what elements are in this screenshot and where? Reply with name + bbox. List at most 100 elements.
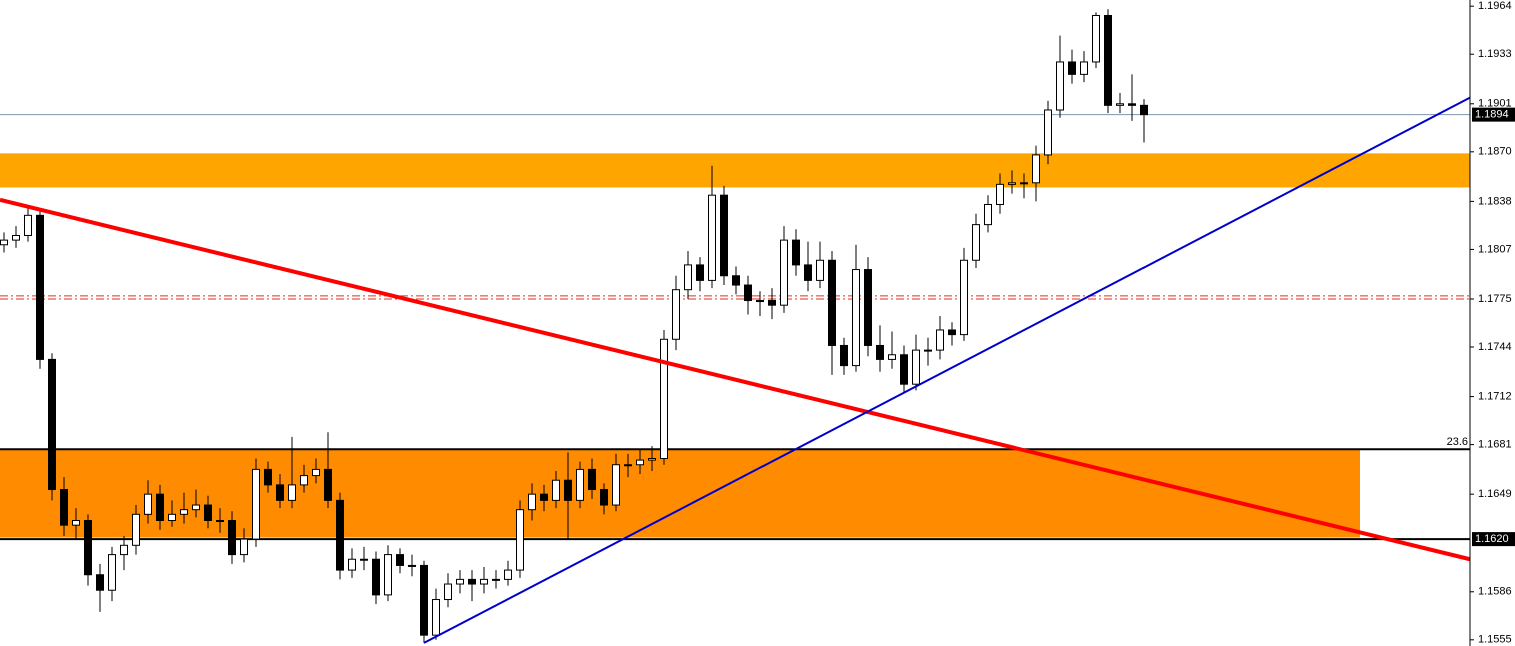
y-tick-label: 1.1933 — [1478, 48, 1512, 60]
candle-body — [1080, 61, 1088, 75]
candle-body — [396, 554, 404, 566]
candle-body — [708, 194, 716, 281]
candle-body — [72, 520, 80, 526]
y-tick-label: 1.1744 — [1478, 341, 1512, 353]
candle-body — [972, 224, 980, 261]
candle-body — [1044, 109, 1052, 156]
candle-body — [324, 468, 332, 501]
candle-body — [876, 344, 884, 360]
candle-body — [576, 468, 584, 501]
candle-body — [84, 520, 92, 576]
candle-body — [0, 239, 8, 246]
candle-body — [1068, 61, 1076, 75]
zone — [0, 153, 1470, 188]
candle-body — [720, 194, 728, 277]
candle-body — [528, 493, 536, 511]
candle-body — [624, 464, 632, 467]
trendline — [0, 197, 1471, 562]
trendline — [423, 96, 1471, 644]
candle-body — [168, 513, 176, 522]
candle-body — [288, 484, 296, 501]
candle-body — [384, 554, 392, 596]
candle-body — [504, 569, 512, 580]
candle-body — [204, 504, 212, 522]
candle-body — [564, 479, 572, 501]
level-label: 23.6 — [1447, 436, 1468, 448]
candle-body — [420, 564, 428, 636]
candle-body — [1116, 103, 1124, 106]
candle-body — [804, 264, 812, 281]
y-tick-label: 1.1901 — [1478, 98, 1512, 110]
candle-body — [924, 349, 932, 352]
candle-body — [120, 544, 128, 556]
candle-body — [1020, 182, 1028, 185]
price-box-label: 1.1894 — [1475, 109, 1509, 121]
candle-body — [108, 554, 116, 591]
y-tick-label: 1.1586 — [1478, 586, 1512, 598]
candle-body — [264, 468, 272, 486]
candle-body — [1008, 182, 1016, 185]
candle-body — [36, 214, 44, 360]
candle-body — [216, 520, 224, 523]
y-tick-label: 1.1838 — [1478, 195, 1512, 207]
candle-body — [672, 289, 680, 340]
candle-body — [48, 358, 56, 491]
candle-body — [552, 479, 560, 501]
y-tick-label: 1.1555 — [1478, 634, 1512, 646]
candle-body — [936, 329, 944, 351]
candle-body — [492, 578, 500, 581]
zone — [0, 449, 1360, 538]
candle-body — [312, 468, 320, 477]
candle-body — [900, 354, 908, 385]
candle-body — [1032, 154, 1040, 184]
candle-body — [348, 558, 356, 571]
candle-body — [480, 578, 488, 585]
candle-body — [276, 484, 284, 501]
candle-body — [336, 499, 344, 571]
candle-body — [732, 275, 740, 286]
y-tick-label: 1.1681 — [1478, 439, 1512, 451]
candle-body — [156, 493, 164, 522]
candle-body — [756, 300, 764, 303]
candle-body — [912, 349, 920, 385]
candle-body — [60, 489, 68, 526]
candle-body — [300, 475, 308, 486]
candle-body — [996, 183, 1004, 205]
candle-body — [1140, 104, 1148, 116]
candle-body — [828, 259, 836, 346]
candle-body — [408, 564, 416, 567]
candle-body — [132, 513, 140, 546]
candle-body — [1104, 14, 1112, 106]
candle-body — [96, 574, 104, 591]
candle-body — [456, 578, 464, 585]
candle-body — [192, 504, 200, 511]
candle-body — [840, 344, 848, 367]
candle-body — [468, 578, 476, 585]
candle-body — [888, 354, 896, 360]
candle-body — [648, 458, 656, 461]
candle-body — [612, 464, 620, 506]
candle-body — [24, 214, 32, 236]
price-box-label: 1.1620 — [1475, 533, 1509, 545]
candle-body — [588, 468, 596, 491]
candle-body — [816, 259, 824, 281]
candle-body — [684, 264, 692, 291]
candle-body — [948, 329, 956, 336]
y-tick-label: 1.1712 — [1478, 390, 1512, 402]
candle-body — [1128, 103, 1136, 106]
candle-body — [780, 239, 788, 306]
candle-body — [768, 300, 776, 306]
candle-body — [696, 264, 704, 281]
candle-body — [852, 269, 860, 367]
candle-body — [252, 468, 260, 540]
candle-body — [540, 493, 548, 501]
candle-body — [444, 583, 452, 601]
candle-body — [744, 284, 752, 302]
candle-body — [12, 234, 20, 241]
y-tick-label: 1.1964 — [1478, 0, 1512, 12]
price-box — [1472, 532, 1515, 547]
y-tick-label: 1.1775 — [1478, 293, 1512, 305]
y-tick-label: 1.1870 — [1478, 146, 1512, 158]
candle-body — [360, 558, 368, 561]
